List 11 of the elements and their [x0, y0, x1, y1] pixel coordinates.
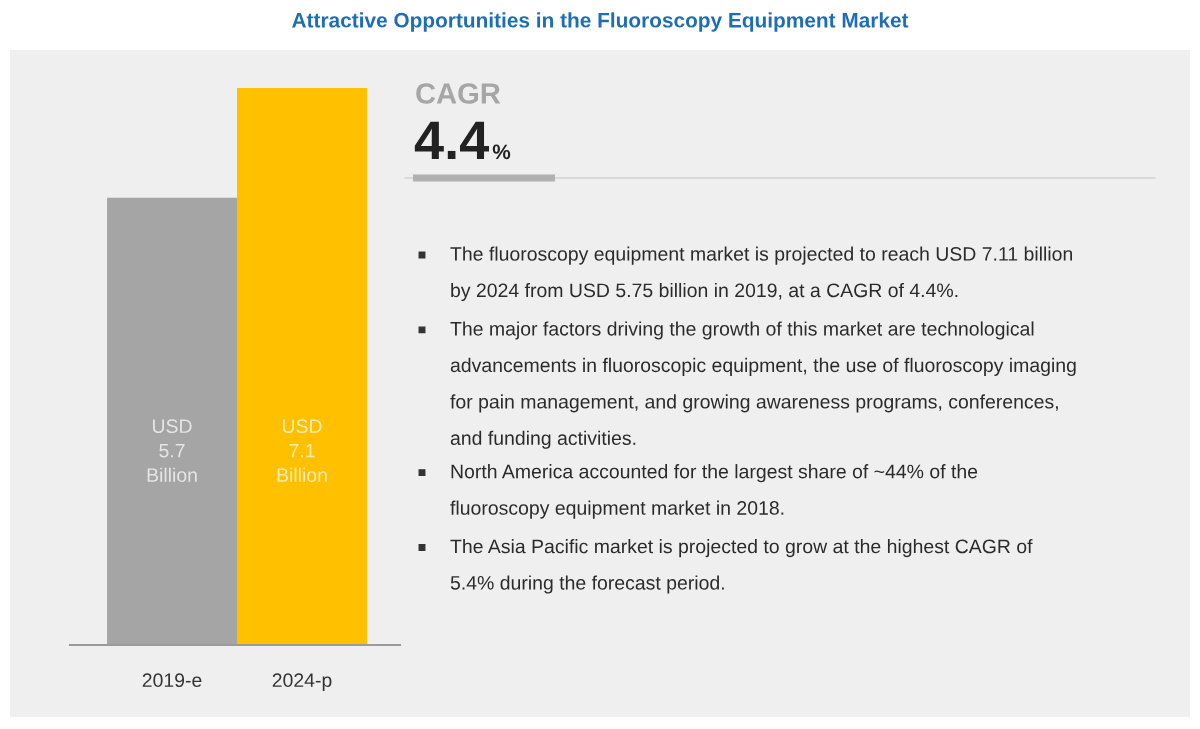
x-tick-label: 2019-e	[142, 673, 202, 688]
data-label: USD 5.7 Billion	[147, 419, 197, 482]
text: North America accounted for the largest share of ~44% of the fluoroscopy equipment market in 2018.	[450, 464, 978, 519]
text: 4.4%	[414, 121, 511, 160]
text: The fluoroscopy equipment market is projected to reach USD 7.11 billion by 2024 from USD 5.75 billion in 2019, at a CAGR of 4.4%.	[450, 246, 1072, 302]
text: CAGR	[416, 83, 501, 104]
text: The major factors driving the growth of this market are technological advancements in fluoroscopic equipment, the use of fluoroscopy imaging for pain management, and growing awareness programs, conferences, and funding activities.	[450, 321, 1076, 449]
text: The Asia Pacific market is projected to grow at the highest CAGR of 5.4% during the forecast period.	[450, 539, 1033, 594]
data-label: USD 7.1 Billion	[277, 419, 327, 482]
text: Attractive Opportunities in the Fluoroscopy Equipment Market	[292, 12, 909, 32]
x-tick-label: 2024-p	[272, 673, 332, 691]
